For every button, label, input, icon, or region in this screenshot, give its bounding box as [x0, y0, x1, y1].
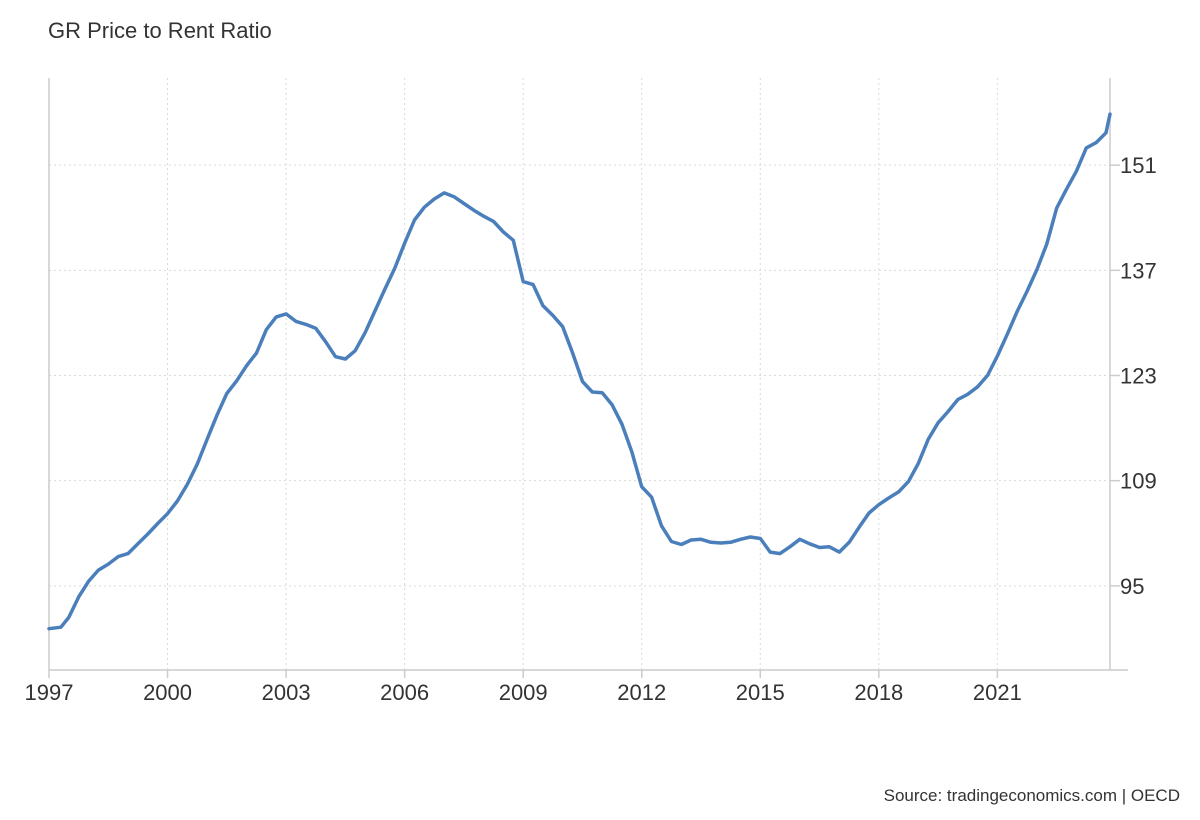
- x-tick-label: 2000: [143, 680, 192, 705]
- x-tick-label: 2006: [380, 680, 429, 705]
- x-tick-label: 2003: [262, 680, 311, 705]
- chart-source: Source: tradingeconomics.com | OECD: [883, 786, 1180, 805]
- x-tick-label: 2009: [499, 680, 548, 705]
- x-tick-label: 2018: [854, 680, 903, 705]
- series-line: [47, 112, 1112, 631]
- x-tick-labels: 1997 2000 2003 2006 2009 2012 2015 2018 2021: [25, 680, 1022, 705]
- chart-title: GR Price to Rent Ratio: [48, 18, 272, 43]
- x-tick-label: 2015: [736, 680, 785, 705]
- y-tick-label: 95: [1120, 574, 1144, 599]
- y-tick-label: 137: [1120, 258, 1157, 283]
- x-tick-label: 1997: [25, 680, 74, 705]
- y-tick-labels: 95 109 123 137 151: [1120, 153, 1157, 599]
- series-layer: [47, 112, 1112, 631]
- y-tick-label: 123: [1120, 364, 1157, 389]
- x-tick-label: 2021: [973, 680, 1022, 705]
- x-tick-label: 2012: [617, 680, 666, 705]
- y-tick-label: 151: [1120, 153, 1157, 178]
- y-tick-label: 109: [1120, 469, 1157, 494]
- axes: [48, 78, 1128, 678]
